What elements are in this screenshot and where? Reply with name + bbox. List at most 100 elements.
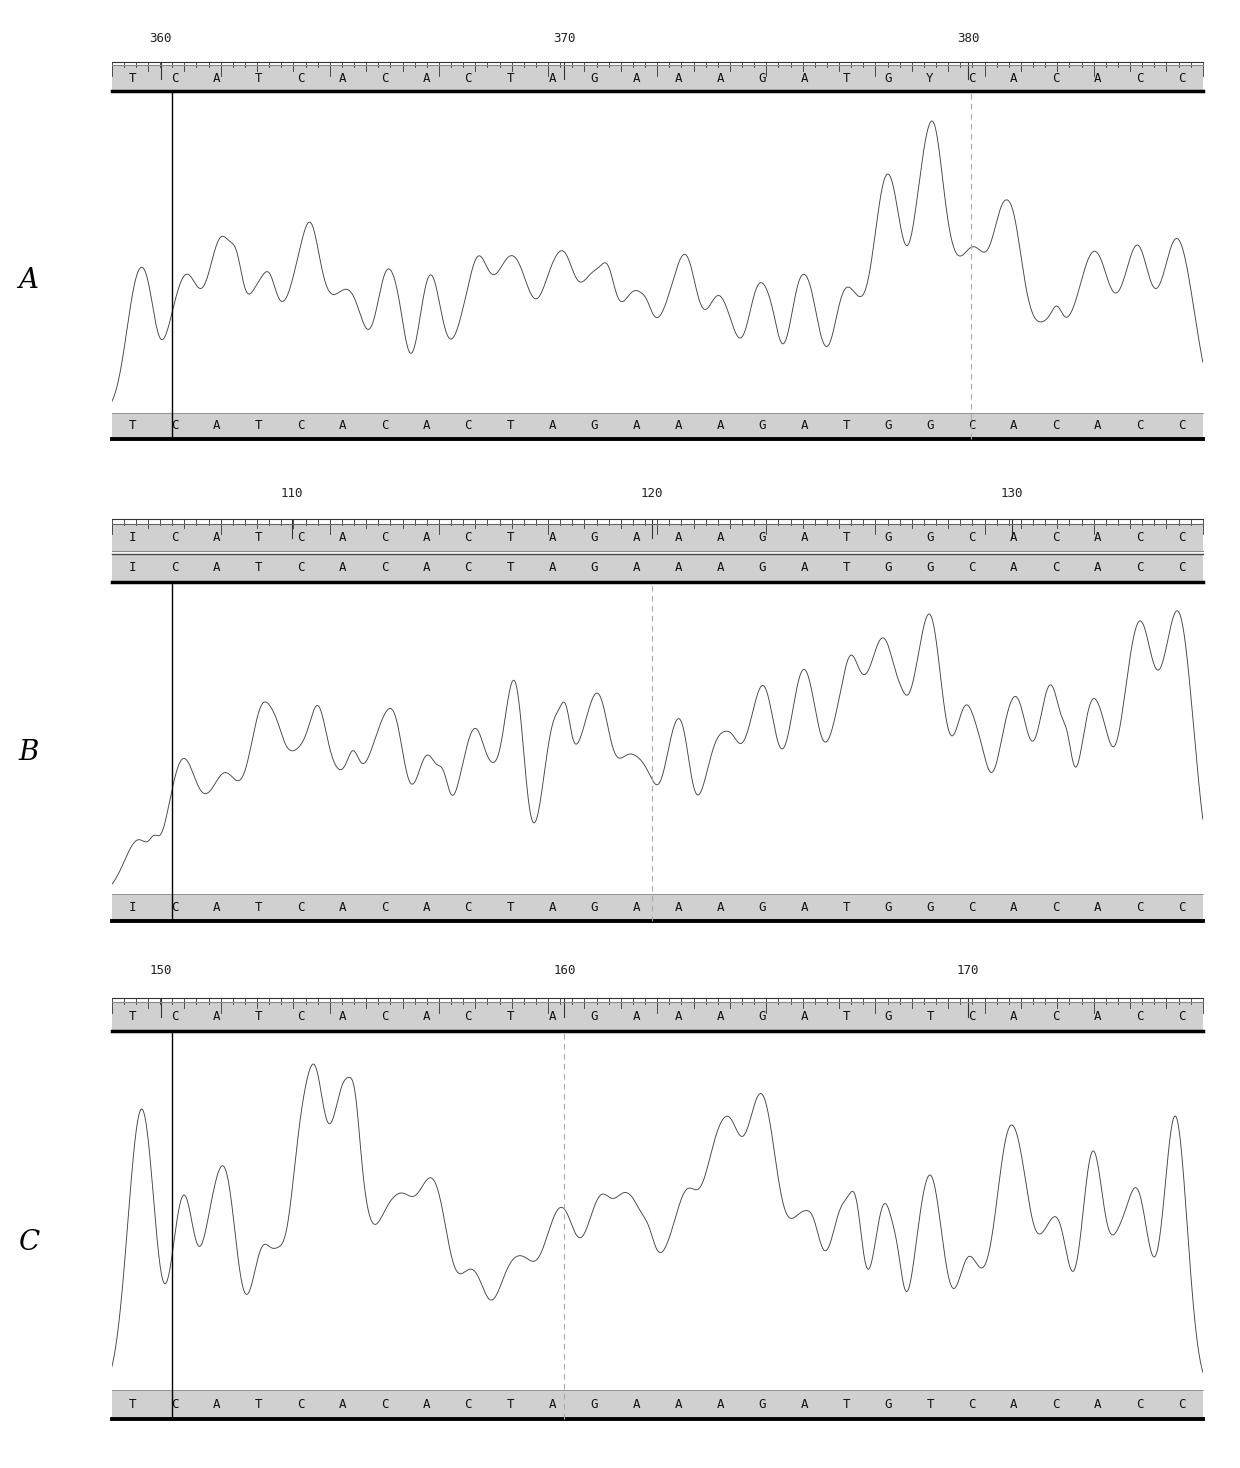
Text: A: A [675,418,682,432]
Text: C: C [381,901,388,915]
Text: C: C [968,901,976,915]
Bar [112,65,1203,91]
Text: A: A [213,531,221,545]
Text: 360: 360 [150,31,172,44]
Text: C: C [1136,72,1143,85]
Text: A: A [717,561,724,574]
Text: C: C [381,1010,388,1023]
Text: C: C [296,1399,304,1411]
Text: C: C [19,1229,40,1257]
Text: C: C [296,1010,304,1023]
Text: A: A [717,531,724,545]
Text: A: A [548,1399,556,1411]
Text: Y: Y [926,72,934,85]
Text: A: A [19,267,38,294]
Text: C: C [465,531,472,545]
Text: G: G [590,901,598,915]
Text: A: A [423,901,430,915]
Bar [112,524,1203,552]
Text: G: G [884,901,892,915]
Text: C: C [1053,561,1060,574]
Text: A: A [632,561,640,574]
Text: C: C [968,1399,976,1411]
Text: C: C [1136,561,1143,574]
Text: C: C [968,561,976,574]
Text: C: C [1136,531,1143,545]
Text: A: A [1011,1399,1018,1411]
Text: A: A [717,901,724,915]
Text: A: A [213,561,221,574]
Text: G: G [759,531,766,545]
Text: T: T [842,72,849,85]
Text: C: C [171,72,179,85]
Text: C: C [171,531,179,545]
Text: A: A [632,1010,640,1023]
Text: T: T [842,561,849,574]
Text: A: A [1094,1010,1101,1023]
Text: C: C [171,418,179,432]
Text: A: A [1094,531,1101,545]
Text: T: T [129,1399,136,1411]
Text: A: A [548,418,556,432]
Text: G: G [884,1010,892,1023]
Text: A: A [800,72,807,85]
Text: G: G [759,901,766,915]
Text: C: C [968,418,976,432]
Text: A: A [213,1399,221,1411]
Text: T: T [507,1010,515,1023]
Text: A: A [423,1010,430,1023]
Text: C: C [465,901,472,915]
Text: C: C [465,72,472,85]
Text: C: C [465,561,472,574]
Text: G: G [590,72,598,85]
Text: 130: 130 [1001,487,1023,499]
Text: C: C [381,531,388,545]
Text: G: G [759,561,766,574]
Text: T: T [254,1399,262,1411]
Text: G: G [884,531,892,545]
Text: A: A [717,72,724,85]
Text: 370: 370 [553,31,575,44]
Text: A: A [1011,418,1018,432]
Text: A: A [1094,1399,1101,1411]
Text: A: A [548,72,556,85]
Text: G: G [759,1010,766,1023]
Text: A: A [339,561,346,574]
Text: A: A [423,1399,430,1411]
Text: C: C [296,561,304,574]
Text: A: A [1011,901,1018,915]
Text: A: A [1094,901,1101,915]
Text: C: C [1178,1399,1185,1411]
Text: G: G [926,561,934,574]
Text: C: C [1053,72,1060,85]
Text: A: A [717,1399,724,1411]
Text: 120: 120 [641,487,663,499]
Text: T: T [129,418,136,432]
Text: G: G [590,1399,598,1411]
Text: T: T [254,561,262,574]
Text: C: C [171,561,179,574]
Text: T: T [254,1010,262,1023]
Text: C: C [381,561,388,574]
Text: A: A [339,1010,346,1023]
Text: T: T [926,1010,934,1023]
Text: C: C [465,1399,472,1411]
Text: A: A [339,418,346,432]
Text: A: A [632,901,640,915]
Text: T: T [842,418,849,432]
Text: A: A [675,531,682,545]
Text: T: T [842,901,849,915]
Text: G: G [590,531,598,545]
Text: C: C [465,1010,472,1023]
Text: A: A [717,418,724,432]
Text: C: C [1053,901,1060,915]
Text: A: A [675,1399,682,1411]
Text: C: C [381,1399,388,1411]
Text: G: G [590,418,598,432]
Text: A: A [632,531,640,545]
Text: 150: 150 [150,964,172,978]
Text: G: G [590,1010,598,1023]
Text: C: C [171,1399,179,1411]
Text: T: T [507,531,515,545]
Text: A: A [213,901,221,915]
